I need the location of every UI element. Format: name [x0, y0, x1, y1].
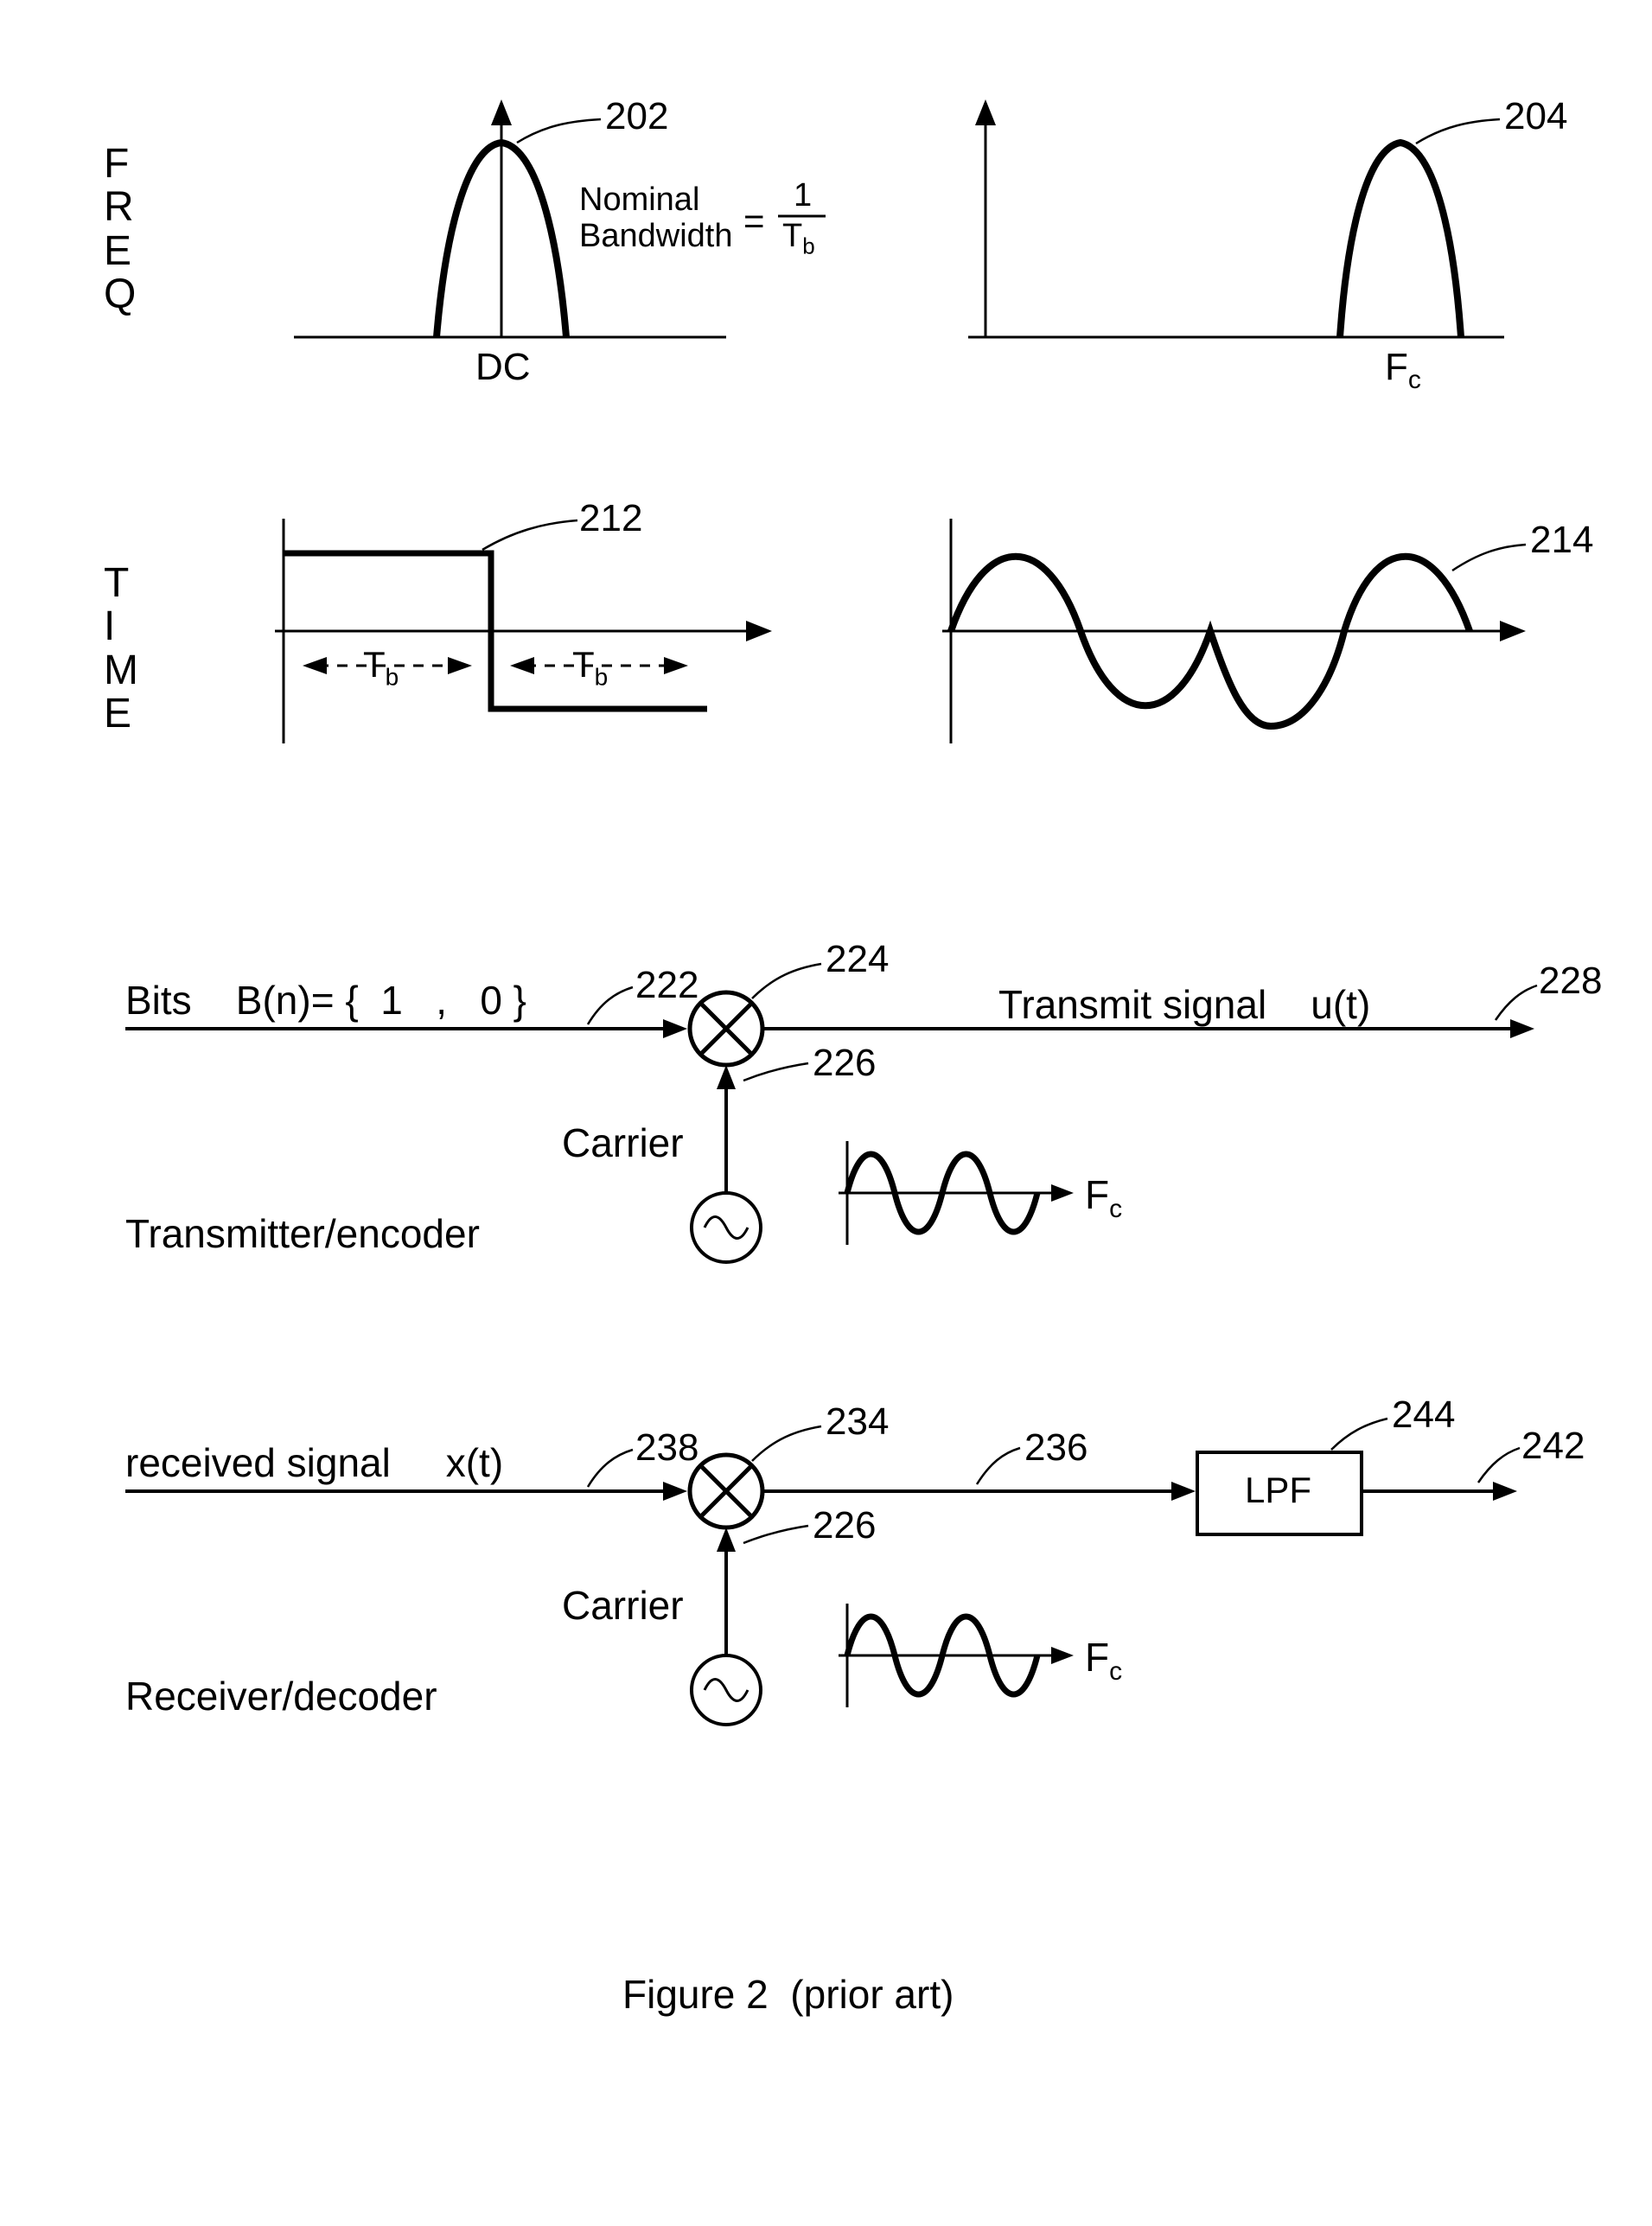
ref-228: 228 [1539, 960, 1602, 1003]
ref-214: 214 [1530, 519, 1593, 562]
ref-238: 238 [635, 1426, 698, 1470]
tx-carrier-label: Carrier [562, 1119, 684, 1166]
tx-output-label: Transmit signal u(t) [998, 981, 1370, 1028]
rx-diagram [121, 1413, 1556, 1776]
rx-fc-label: Fc [1085, 1634, 1122, 1687]
ref-222: 222 [635, 964, 698, 1007]
fc-label-top: Fc [1385, 346, 1421, 395]
bw-frac-top: 1 [794, 177, 812, 214]
lpf-label: LPF [1245, 1470, 1311, 1511]
freq-right-plot [934, 95, 1521, 380]
ref-204: 204 [1504, 95, 1567, 138]
time-left-plot [240, 484, 794, 769]
ref-242: 242 [1521, 1425, 1585, 1468]
time-right-plot [908, 484, 1547, 769]
bw-frac-bot: Tb [782, 218, 815, 260]
tx-section-label: Transmitter/encoder [125, 1210, 480, 1257]
dc-label: DC [475, 346, 531, 389]
tb-1: Tb [363, 644, 399, 691]
side-label-freq: F R E Q [104, 143, 137, 317]
bw-eq: = [743, 201, 765, 242]
ref-202: 202 [605, 95, 668, 138]
bandwidth-text: Bandwidth [579, 218, 732, 255]
tb-2: Tb [572, 644, 608, 691]
ref-234: 234 [826, 1400, 889, 1444]
ref-212: 212 [579, 497, 642, 540]
ref-226-rx: 226 [813, 1504, 876, 1547]
nominal-text: Nominal [579, 182, 699, 219]
rx-section-label: Receiver/decoder [125, 1673, 437, 1719]
figure-title: Figure 2 (prior art) [622, 1971, 954, 2018]
rx-carrier-label: Carrier [562, 1582, 684, 1629]
ref-224: 224 [826, 938, 889, 981]
ref-244: 244 [1392, 1394, 1455, 1437]
ref-226-tx: 226 [813, 1042, 876, 1085]
ref-236: 236 [1024, 1426, 1088, 1470]
side-label-time: T I M E [104, 562, 140, 737]
tx-fc-label: Fc [1085, 1171, 1122, 1224]
